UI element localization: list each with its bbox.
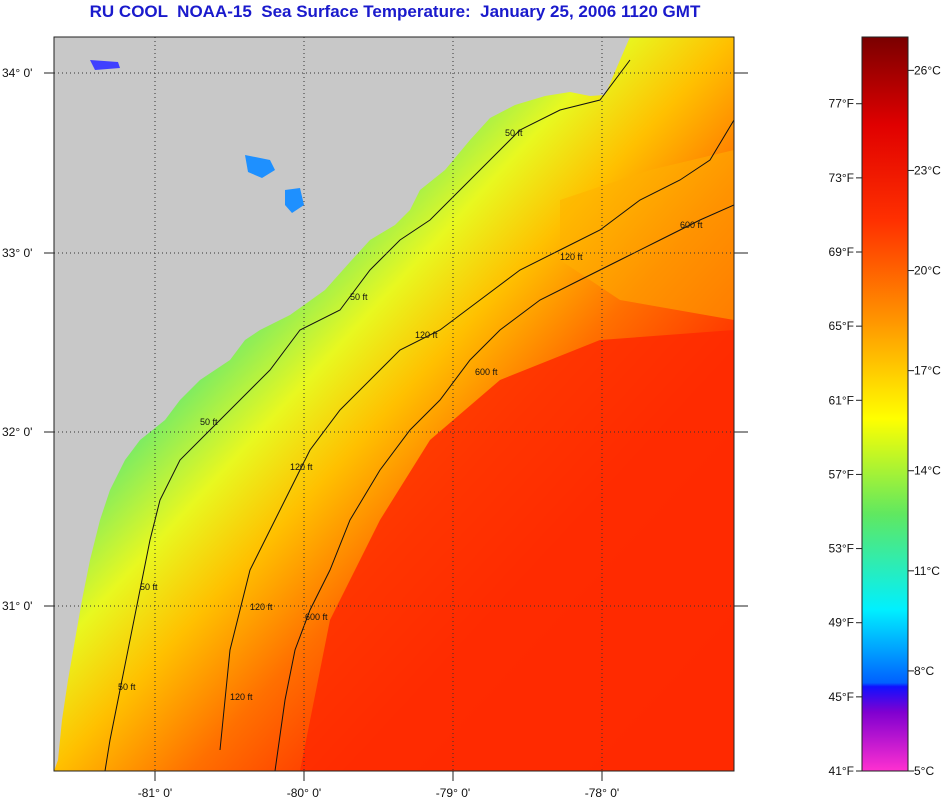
colorbar-c-label: 23°C: [914, 163, 941, 177]
colorbar-f-label: 65°F: [829, 319, 854, 333]
contour-label-600-c: 600 ft: [305, 612, 328, 622]
contour-label-50-b: 50 ft: [350, 292, 368, 302]
contour-label-120-e: 120 ft: [230, 692, 253, 702]
contour-label-600-b: 600 ft: [475, 367, 498, 377]
lon-label-81: -81° 0': [138, 786, 172, 800]
colorbar-c-label: 5°C: [914, 764, 934, 778]
graticule: [54, 37, 734, 771]
colorbar-f-label: 73°F: [829, 171, 854, 185]
colorbar-c-label: 14°C: [914, 464, 941, 478]
lat-label-33: 33° 0': [2, 246, 32, 260]
contour-label-120-c: 120 ft: [290, 462, 313, 472]
chart-title: RU COOL NOAA-15 Sea Surface Temperature:…: [89, 2, 701, 21]
axis-ticks: [44, 72, 748, 781]
lat-label-34: 34° 0': [2, 66, 32, 80]
lon-label-80: -80° 0': [287, 786, 321, 800]
colorbar-f-label: 77°F: [829, 97, 854, 111]
contour-label-120-d: 120 ft: [250, 602, 273, 612]
map-frame: [53, 36, 735, 772]
colorbar-c-label: 8°C: [914, 664, 934, 678]
contour-label-50-d: 50 ft: [140, 582, 158, 592]
colorbar-f-label: 45°F: [829, 690, 854, 704]
land-coast: [54, 37, 630, 771]
colorbar-f-label: 57°F: [829, 467, 854, 481]
contour-label-50-e: 50 ft: [118, 682, 136, 692]
contour-label-50-a: 50 ft: [505, 128, 523, 138]
colorbar-c-label: 26°C: [914, 63, 941, 77]
inland-lake: [245, 155, 275, 178]
contour-label-50-c: 50 ft: [200, 417, 218, 427]
warm-tongue: [560, 150, 734, 320]
lon-label-79: -79° 0': [436, 786, 470, 800]
colorbar-c-label: 11°C: [914, 564, 940, 578]
inland-water-north: [90, 60, 120, 70]
contour-120ft: [219, 119, 734, 751]
inland-lake-2: [285, 188, 304, 213]
colorbar-f-label: 61°F: [829, 393, 854, 407]
contour-label-120-a: 120 ft: [415, 330, 438, 340]
contour-50ft: [104, 59, 631, 771]
colorbar-f-label: 49°F: [829, 616, 854, 630]
lat-label-32: 32° 0': [2, 425, 32, 439]
colorbar-c-label: 20°C: [914, 264, 941, 278]
lon-label-78: -78° 0': [585, 786, 619, 800]
colorbar-c-label: 17°C: [914, 364, 941, 378]
colorbar-fahrenheit-scale: 77°F 73°F 69°F 65°F 61°F 57°F 53°F 49°F 45°F 41°F: [829, 97, 862, 778]
warm-water-region: [300, 330, 734, 771]
colorbar-f-label: 69°F: [829, 245, 854, 259]
contour-label-120-b: 120 ft: [560, 252, 583, 262]
colorbar-f-label: 53°F: [829, 542, 854, 556]
colorbar-f-label: 41°F: [829, 764, 854, 778]
map-area: 50 ft 50 ft 50 ft 50 ft 50 ft 120 ft 120…: [54, 37, 734, 771]
contour-600ft: [274, 204, 734, 771]
colorbar: [861, 36, 909, 772]
colorbar-celsius-scale: 26°C 23°C 20°C 17°C 14°C 11°C 8°C 5°C: [908, 63, 941, 778]
lat-label-31: 31° 0': [2, 599, 32, 613]
contour-label-600-a: 600 ft: [680, 220, 703, 230]
